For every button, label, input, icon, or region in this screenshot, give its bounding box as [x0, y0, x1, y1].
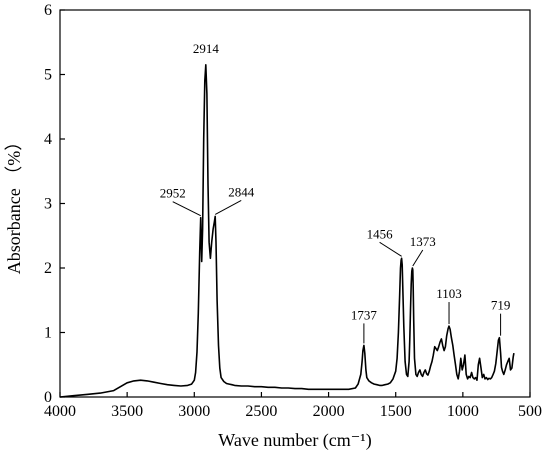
peak-label: 1373 — [410, 234, 436, 249]
y-tick-label: 6 — [44, 2, 52, 19]
y-tick-label: 4 — [44, 131, 52, 148]
x-axis: 4000 3500 3000 2500 2000 1500 1000 500 — [44, 392, 542, 420]
spectrum-line — [59, 64, 515, 398]
peak-label: 719 — [491, 298, 511, 313]
y-tick-label: 5 — [44, 67, 52, 84]
y-tick-label: 2 — [44, 260, 52, 277]
y-axis: 0 1 2 3 4 5 6 — [44, 2, 65, 406]
peak-label: 2844 — [228, 184, 255, 199]
x-tick-label: 2000 — [313, 403, 345, 420]
peak-annotations: 2914 2952 2844 1737 1456 1373 1103 719 — [160, 41, 511, 344]
peak-label: 1456 — [367, 226, 394, 241]
x-tick-label: 4000 — [44, 403, 76, 420]
peak-label: 2952 — [160, 186, 186, 201]
x-tick-label: 1000 — [447, 403, 479, 420]
plot-border — [59, 9, 531, 398]
annotation-leader — [379, 241, 402, 257]
x-axis-title: Wave number (cm⁻¹) — [218, 430, 371, 451]
y-tick-label: 0 — [44, 389, 52, 406]
annotation-leader — [214, 199, 242, 215]
annotation-leader — [412, 249, 424, 267]
peak-label: 1737 — [351, 307, 378, 322]
y-tick-label: 3 — [44, 196, 52, 213]
annotation-leader — [172, 201, 201, 217]
y-tick-label: 1 — [44, 325, 52, 342]
y-axis-title: Absorbance （%） — [4, 133, 24, 274]
peak-label: 2914 — [193, 41, 220, 56]
plot-frame — [59, 9, 531, 398]
x-tick-label: 500 — [518, 403, 542, 420]
x-tick-label: 3500 — [111, 403, 143, 420]
x-tick-label: 1500 — [380, 403, 412, 420]
x-tick-label: 3000 — [178, 403, 210, 420]
x-tick-label: 2500 — [245, 403, 277, 420]
peak-label: 1103 — [436, 286, 462, 301]
